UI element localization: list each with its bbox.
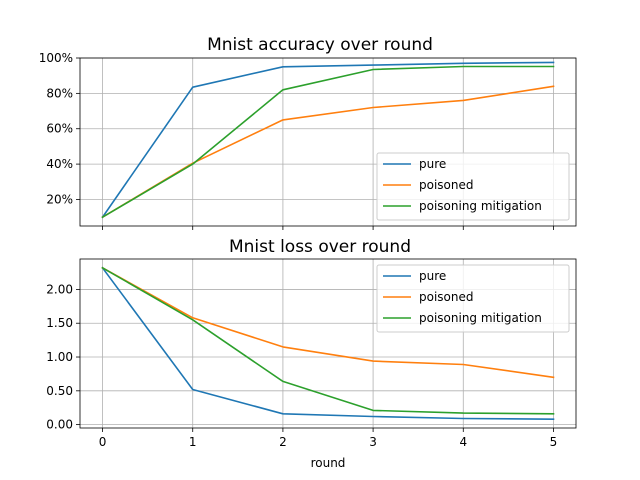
loss-x-tick-label: 5: [550, 435, 558, 449]
accuracy-series-pure-line: [101, 61, 555, 219]
loss-plot-frame: [79, 258, 577, 429]
loss-x-tick-label: 4: [459, 435, 467, 449]
accuracy-y-tick-label: 100%: [39, 51, 73, 65]
accuracy-y-tick-label: 40%: [46, 157, 73, 171]
loss-legend-label-pure: pure: [419, 269, 446, 283]
loss-x-tick-label: 1: [189, 435, 197, 449]
loss-series-poisoned-line: [101, 266, 555, 379]
loss-x-axis-label: round: [311, 456, 346, 470]
loss-y-tick-label: 1.50: [46, 316, 73, 330]
accuracy-y-tick-label: 60%: [46, 122, 73, 136]
loss-y-tick-label: 0.00: [46, 418, 73, 432]
accuracy-legend-label-pure: pure: [419, 157, 446, 171]
loss-x-tick-label: 0: [99, 435, 107, 449]
accuracy-y-tick-label: 80%: [46, 86, 73, 100]
accuracy-plot-frame: [79, 57, 577, 227]
loss-series-poisoning-mitigation-line: [101, 266, 555, 415]
loss-y-tick-label: 2.00: [46, 282, 73, 296]
loss-legend-frame: [376, 264, 570, 333]
loss-legend-label-poisoned: poisoned: [419, 290, 474, 304]
accuracy-legend-frame: [376, 152, 570, 221]
accuracy-legend: pure poisoned poisoning mitigation: [376, 152, 570, 221]
loss-series-pure-line: [101, 266, 555, 421]
loss-y-tick-label: 0.50: [46, 384, 73, 398]
accuracy-chart-title: Mnist accuracy over round: [207, 35, 433, 55]
accuracy-y-tick-label: 20%: [46, 192, 73, 206]
loss-x-tick-label: 3: [369, 435, 377, 449]
loss-legend: pure poisoned poisoning mitigation: [376, 264, 570, 333]
loss-x-tick-label: 2: [279, 435, 287, 449]
loss-legend-label-poisoning-mitigation: poisoning mitigation: [419, 311, 542, 325]
loss-y-tick-label: 1.00: [46, 350, 73, 364]
accuracy-subplot: Mnist accuracy over round 20% 40% 60% 80% 10…: [39, 35, 577, 230]
accuracy-legend-label-poisoning-mitigation: poisoning mitigation: [419, 199, 542, 213]
loss-chart-title: Mnist loss over round: [229, 237, 411, 257]
loss-subplot: Mnist loss over round round 0 1 2 3 4 5 0.00 0.…: [46, 237, 577, 470]
accuracy-legend-label-poisoned: poisoned: [419, 178, 474, 192]
accuracy-series-poisoning-mitigation-line: [101, 65, 555, 219]
